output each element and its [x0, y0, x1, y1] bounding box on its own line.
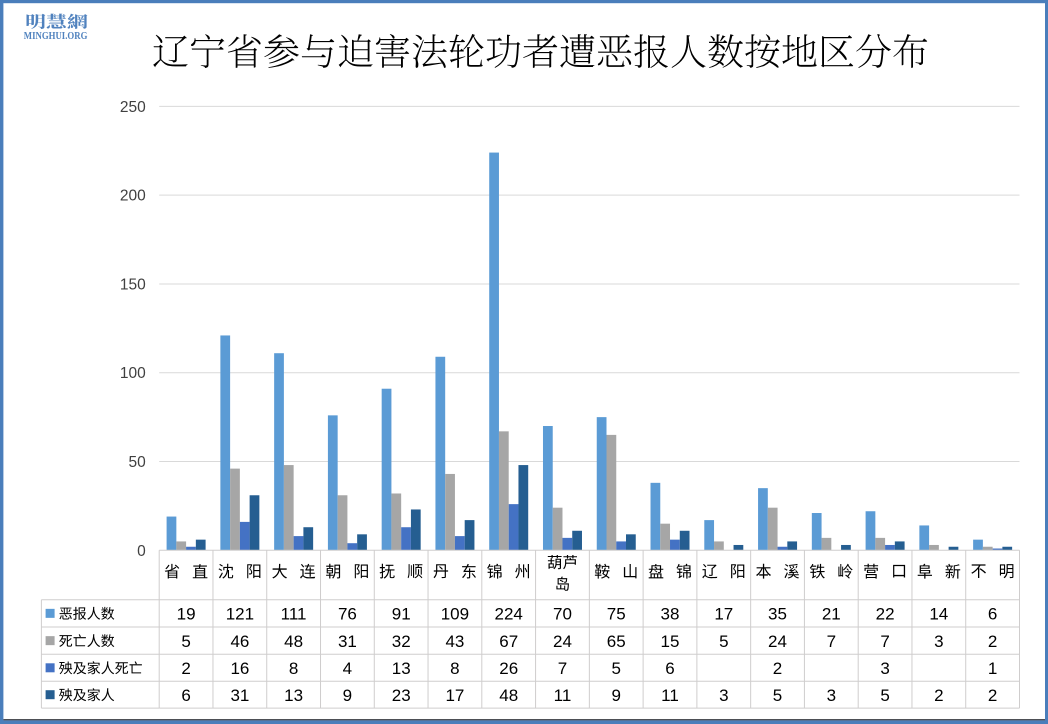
svg-text:7: 7: [558, 659, 567, 678]
svg-text:8: 8: [289, 659, 298, 678]
svg-text:2: 2: [988, 686, 997, 705]
svg-text:24: 24: [768, 632, 787, 651]
svg-text:91: 91: [392, 605, 411, 624]
svg-text:31: 31: [230, 686, 249, 705]
svg-text:3: 3: [719, 686, 728, 705]
svg-text:9: 9: [343, 686, 352, 705]
svg-text:76: 76: [338, 605, 357, 624]
svg-text:3: 3: [880, 659, 889, 678]
svg-text:250: 250: [120, 99, 146, 116]
svg-text:17: 17: [445, 686, 464, 705]
svg-text:3: 3: [934, 632, 943, 651]
svg-text:1: 1: [988, 659, 997, 678]
svg-text:3: 3: [827, 686, 836, 705]
svg-text:0: 0: [137, 543, 146, 560]
svg-text:4: 4: [343, 659, 352, 678]
svg-text:100: 100: [120, 365, 146, 382]
svg-text:67: 67: [499, 632, 518, 651]
svg-text:31: 31: [338, 632, 357, 651]
svg-text:MINGHUI.ORG: MINGHUI.ORG: [24, 30, 88, 42]
svg-text:75: 75: [607, 605, 626, 624]
svg-text:5: 5: [181, 632, 190, 651]
svg-text:26: 26: [499, 659, 518, 678]
svg-text:6: 6: [181, 686, 190, 705]
svg-text:38: 38: [661, 605, 680, 624]
svg-text:2: 2: [934, 686, 943, 705]
svg-text:21: 21: [822, 605, 841, 624]
svg-text:5: 5: [773, 686, 782, 705]
svg-text:48: 48: [284, 632, 303, 651]
svg-text:46: 46: [230, 632, 249, 651]
svg-text:22: 22: [876, 605, 895, 624]
svg-text:50: 50: [129, 454, 147, 471]
svg-text:5: 5: [611, 659, 620, 678]
svg-text:14: 14: [929, 605, 948, 624]
svg-text:2: 2: [773, 659, 782, 678]
svg-text:200: 200: [120, 188, 146, 205]
svg-text:23: 23: [392, 686, 411, 705]
svg-text:70: 70: [553, 605, 572, 624]
svg-text:121: 121: [226, 605, 254, 624]
svg-text:5: 5: [880, 686, 889, 705]
svg-text:24: 24: [553, 632, 572, 651]
svg-text:19: 19: [177, 605, 196, 624]
svg-text:16: 16: [230, 659, 249, 678]
svg-text:32: 32: [392, 632, 411, 651]
svg-text:150: 150: [120, 277, 146, 294]
svg-text:35: 35: [768, 605, 787, 624]
svg-text:7: 7: [880, 632, 889, 651]
svg-text:11: 11: [661, 686, 679, 705]
svg-text:6: 6: [988, 605, 997, 624]
svg-text:65: 65: [607, 632, 626, 651]
svg-text:109: 109: [441, 605, 469, 624]
svg-text:15: 15: [661, 632, 680, 651]
svg-text:43: 43: [445, 632, 464, 651]
svg-text:7: 7: [827, 632, 836, 651]
svg-text:11: 11: [554, 686, 572, 705]
svg-text:48: 48: [499, 686, 518, 705]
svg-text:17: 17: [714, 605, 733, 624]
svg-text:224: 224: [495, 605, 523, 624]
svg-text:5: 5: [719, 632, 728, 651]
svg-text:9: 9: [611, 686, 620, 705]
svg-text:13: 13: [284, 686, 303, 705]
svg-text:111: 111: [281, 605, 307, 624]
svg-text:2: 2: [181, 659, 190, 678]
svg-text:6: 6: [665, 659, 674, 678]
svg-text:8: 8: [450, 659, 459, 678]
svg-text:13: 13: [392, 659, 411, 678]
svg-text:2: 2: [988, 632, 997, 651]
